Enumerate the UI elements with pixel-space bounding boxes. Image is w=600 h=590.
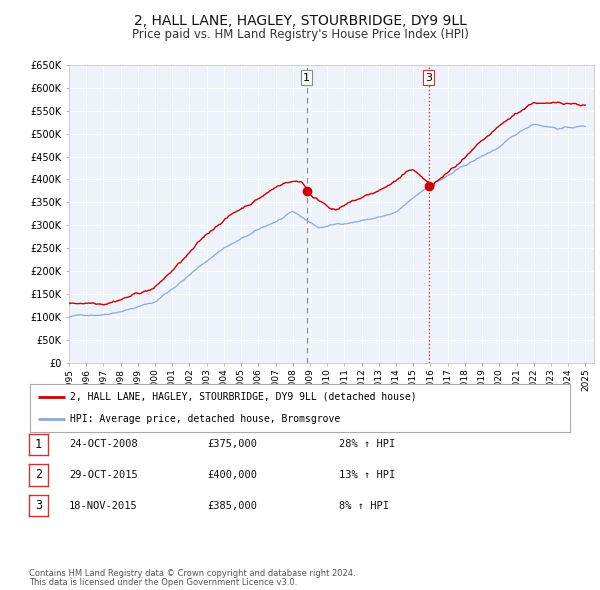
Text: 24-OCT-2008: 24-OCT-2008: [69, 440, 138, 449]
Text: 2, HALL LANE, HAGLEY, STOURBRIDGE, DY9 9LL (detached house): 2, HALL LANE, HAGLEY, STOURBRIDGE, DY9 9…: [71, 392, 417, 402]
Text: 3: 3: [35, 499, 42, 512]
Text: £375,000: £375,000: [207, 440, 257, 449]
Text: 8% ↑ HPI: 8% ↑ HPI: [339, 501, 389, 510]
Text: HPI: Average price, detached house, Bromsgrove: HPI: Average price, detached house, Brom…: [71, 414, 341, 424]
Text: 29-OCT-2015: 29-OCT-2015: [69, 470, 138, 480]
Text: 13% ↑ HPI: 13% ↑ HPI: [339, 470, 395, 480]
Text: This data is licensed under the Open Government Licence v3.0.: This data is licensed under the Open Gov…: [29, 578, 297, 587]
Text: 3: 3: [425, 73, 432, 83]
Text: 2, HALL LANE, HAGLEY, STOURBRIDGE, DY9 9LL: 2, HALL LANE, HAGLEY, STOURBRIDGE, DY9 9…: [134, 14, 466, 28]
Text: 1: 1: [303, 73, 310, 83]
Text: Price paid vs. HM Land Registry's House Price Index (HPI): Price paid vs. HM Land Registry's House …: [131, 28, 469, 41]
Text: £385,000: £385,000: [207, 501, 257, 510]
Text: £400,000: £400,000: [207, 470, 257, 480]
Text: 1: 1: [35, 438, 42, 451]
Text: 28% ↑ HPI: 28% ↑ HPI: [339, 440, 395, 449]
Text: 2: 2: [35, 468, 42, 481]
Text: Contains HM Land Registry data © Crown copyright and database right 2024.: Contains HM Land Registry data © Crown c…: [29, 569, 355, 578]
Text: 18-NOV-2015: 18-NOV-2015: [69, 501, 138, 510]
